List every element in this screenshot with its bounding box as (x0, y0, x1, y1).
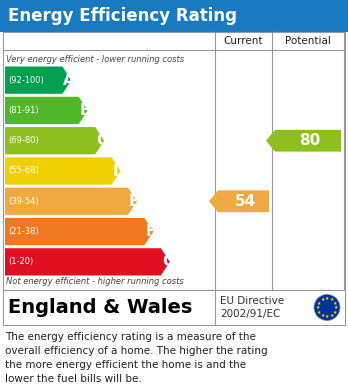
Text: ★: ★ (325, 314, 329, 319)
Text: EU Directive
2002/91/EC: EU Directive 2002/91/EC (220, 296, 284, 319)
Bar (0, 0, 348, 32)
Text: England & Wales: England & Wales (8, 298, 192, 317)
Text: ★: ★ (317, 310, 322, 314)
Text: (55-68): (55-68) (8, 167, 39, 176)
Text: Current: Current (224, 36, 263, 46)
Text: 54: 54 (235, 194, 256, 209)
Polygon shape (5, 127, 104, 154)
Text: Not energy efficient - higher running costs: Not energy efficient - higher running co… (6, 278, 184, 287)
Text: ★: ★ (320, 297, 325, 302)
Text: ★: ★ (325, 296, 329, 301)
Text: E: E (129, 194, 140, 209)
Text: ★: ★ (333, 310, 337, 314)
Text: Potential: Potential (285, 36, 331, 46)
Text: D: D (113, 163, 125, 179)
Text: A: A (63, 73, 75, 88)
Text: ★: ★ (317, 301, 322, 305)
Text: Energy Efficiency Rating: Energy Efficiency Rating (8, 7, 237, 25)
Text: ★: ★ (329, 297, 334, 302)
Circle shape (314, 294, 340, 321)
Polygon shape (5, 157, 121, 185)
Polygon shape (209, 190, 269, 212)
Text: G: G (162, 255, 174, 269)
Text: ★: ★ (316, 305, 320, 310)
Bar (3, 290, 345, 325)
Text: (92-100): (92-100) (8, 75, 44, 84)
Text: ★: ★ (329, 313, 334, 318)
Polygon shape (5, 66, 71, 94)
Polygon shape (5, 188, 137, 215)
Polygon shape (5, 218, 153, 245)
Text: (1-20): (1-20) (8, 257, 33, 266)
Text: Very energy efficient - lower running costs: Very energy efficient - lower running co… (6, 54, 184, 63)
Bar (3, 32, 345, 290)
Text: ★: ★ (333, 301, 337, 305)
Polygon shape (5, 248, 170, 276)
Text: 80: 80 (299, 133, 321, 148)
Text: (69-80): (69-80) (8, 136, 39, 145)
Text: F: F (145, 224, 156, 239)
Polygon shape (266, 130, 341, 152)
Text: B: B (80, 103, 92, 118)
Text: The energy efficiency rating is a measure of the
overall efficiency of a home. T: The energy efficiency rating is a measur… (5, 332, 268, 384)
Text: (39-54): (39-54) (8, 197, 39, 206)
Polygon shape (5, 97, 88, 124)
Text: ★: ★ (334, 305, 338, 310)
Text: C: C (96, 133, 107, 148)
Text: ★: ★ (320, 313, 325, 318)
Text: (21-38): (21-38) (8, 227, 39, 236)
Text: (81-91): (81-91) (8, 106, 39, 115)
